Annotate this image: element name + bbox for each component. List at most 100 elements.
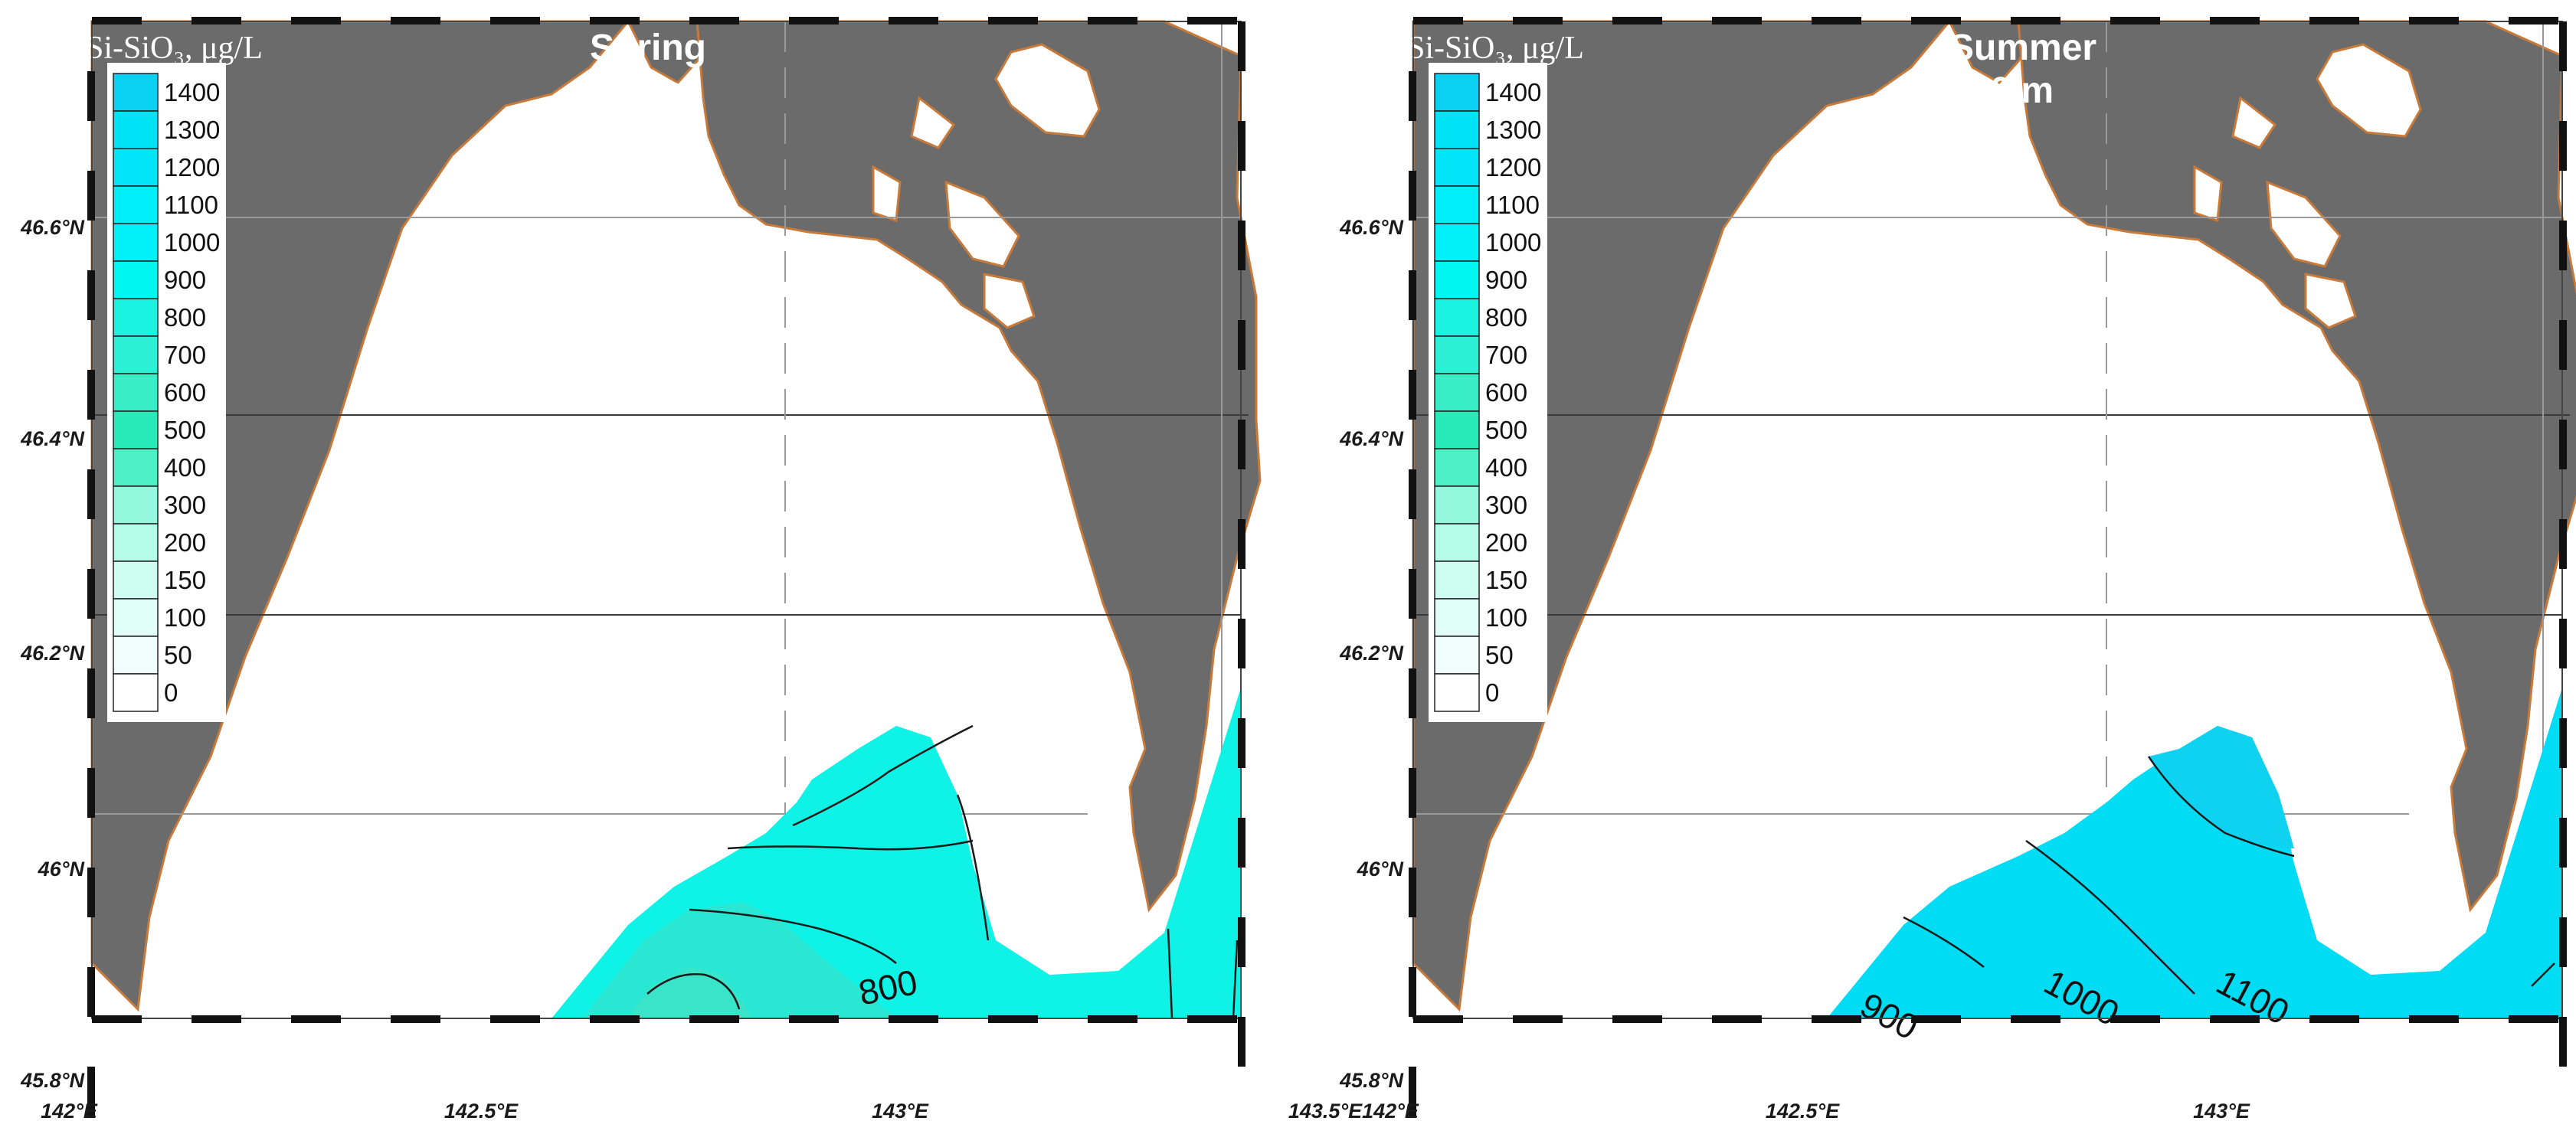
legend-label: 300 — [1485, 491, 1527, 519]
legend-label: 1400 — [164, 78, 220, 106]
legend-swatch — [1434, 73, 1480, 112]
legend-label: 100 — [164, 603, 206, 632]
legend-label: 1100 — [1485, 191, 1540, 219]
panel-title-depth: 100 m — [1949, 70, 2054, 111]
longitude-label: 143°E — [2193, 1100, 2250, 1123]
legend-swatch — [1434, 260, 1480, 299]
legend-swatch — [113, 410, 159, 449]
legend-swatch — [1434, 223, 1480, 262]
latitude-label: 46°N — [1357, 858, 1404, 881]
legend-label: 600 — [164, 378, 206, 407]
legend-label: 1100 — [164, 191, 218, 219]
panel-title-season: Summer — [1949, 28, 2096, 68]
latitude-label: 46.4°N — [1339, 427, 1403, 450]
latitude-label: 46°N — [38, 858, 85, 881]
legend-label: 1000 — [1485, 228, 1541, 257]
legend-label: 900 — [1485, 266, 1527, 294]
legend-swatch — [113, 148, 159, 187]
latitude-label: 46.6°N — [1339, 216, 1403, 239]
legend-label: 150 — [164, 566, 206, 594]
legend-swatch — [1434, 373, 1480, 412]
legend-swatch — [113, 335, 159, 374]
legend-swatch — [113, 448, 159, 487]
legend-swatch — [1434, 523, 1480, 562]
legend-title: Si-SiO₃, μg/L — [86, 31, 263, 66]
longitude-label: 142.5°E — [444, 1100, 519, 1123]
legend-title: Si-SiO₃, μg/L — [1407, 31, 1584, 66]
legend-label: 50 — [164, 641, 192, 669]
legend-swatch — [113, 185, 159, 224]
legend-label: 0 — [164, 678, 178, 707]
panel-summer: 900 1000 1100 Summer 100 m Si-SiO₃, μg/L… — [1407, 20, 2576, 1047]
longitude-label: 142.5°E — [1766, 1100, 1840, 1123]
legend-label: 700 — [164, 341, 206, 369]
legend-label: 600 — [1485, 378, 1527, 407]
latitude-labels: 46.6°N 46.4°N 46.2°N 46°N 45.8°N — [1339, 216, 1403, 1092]
legend-label: 400 — [164, 453, 206, 482]
legend-label: 500 — [164, 416, 206, 444]
map-frames — [87, 17, 2567, 1116]
legend-swatch — [1434, 110, 1480, 149]
latitude-label: 45.8°N — [20, 1069, 84, 1092]
longitude-label: 143°E — [872, 1100, 929, 1123]
legend-label: 700 — [1485, 341, 1527, 369]
legend-swatch — [113, 223, 159, 262]
legend-swatch — [1434, 560, 1480, 600]
legend-swatch — [1434, 673, 1480, 712]
legend-swatch — [1434, 410, 1480, 449]
legend-swatch — [113, 598, 159, 637]
legend-label: 1200 — [164, 153, 220, 181]
legend-swatch — [113, 523, 159, 562]
legend-swatch — [1434, 148, 1480, 187]
legend-swatch — [1434, 185, 1480, 224]
legend-swatch — [113, 485, 159, 525]
legend-swatch — [1434, 636, 1480, 675]
legend-label: 400 — [1485, 453, 1527, 482]
legend-swatch — [1434, 298, 1480, 337]
silicate-field — [1827, 688, 2562, 1018]
legend-swatch — [1434, 448, 1480, 487]
legend-label: 1300 — [164, 116, 220, 144]
legend-swatch — [113, 110, 159, 149]
legend-label: 200 — [1485, 528, 1527, 557]
latitude-label: 45.8°N — [1339, 1069, 1403, 1092]
legend: 1400130012001100100090080070060050040030… — [1429, 63, 1547, 722]
legend-label: 800 — [1485, 303, 1527, 332]
latitude-label: 46.2°N — [20, 642, 84, 665]
legend-label: 0 — [1485, 678, 1499, 707]
legend-label: 200 — [164, 528, 206, 557]
panel-title-season: Spring — [590, 28, 706, 68]
legend-label: 1000 — [164, 228, 220, 257]
legend-label: 1400 — [1485, 78, 1541, 106]
legend-label: 150 — [1485, 566, 1527, 594]
latitude-label: 46.2°N — [1339, 642, 1403, 665]
legend-swatch — [113, 73, 159, 112]
legend-swatch — [113, 298, 159, 337]
legend-label: 1300 — [1485, 116, 1541, 144]
panel-title-depth: 100 m — [590, 70, 694, 111]
legend: 1400130012001100100090080070060050040030… — [107, 63, 226, 722]
legend-swatch — [113, 373, 159, 412]
legend-swatch — [113, 636, 159, 675]
legend-swatch — [1434, 485, 1480, 525]
panel-spring: 800 Spring 100 m Si-SiO₃, μg/L 1400 1300 1… — [86, 20, 1262, 1019]
legend-label: 900 — [164, 266, 206, 294]
legend-label: 300 — [164, 491, 206, 519]
legend-swatch — [1434, 598, 1480, 637]
legend-swatch — [1434, 335, 1480, 374]
latitude-label: 46.4°N — [20, 427, 84, 450]
longitude-label: 142°E — [1362, 1100, 1419, 1123]
legend-label: 800 — [164, 303, 206, 332]
legend-label: 1200 — [1485, 153, 1541, 181]
legend-swatch — [113, 673, 159, 712]
legend-label: 500 — [1485, 416, 1527, 444]
longitude-labels: 142°E 142.5°E 143°E 143.5°E — [41, 1100, 1363, 1123]
legend-label: 50 — [1485, 641, 1514, 669]
longitude-label: 143.5°E — [1288, 1100, 1363, 1123]
latitude-labels: 46.6°N 46.4°N 46.2°N 46°N 45.8°N — [20, 216, 84, 1092]
legend-swatch — [113, 560, 159, 600]
longitude-label: 142°E — [41, 1100, 98, 1123]
legend-swatch — [113, 260, 159, 299]
